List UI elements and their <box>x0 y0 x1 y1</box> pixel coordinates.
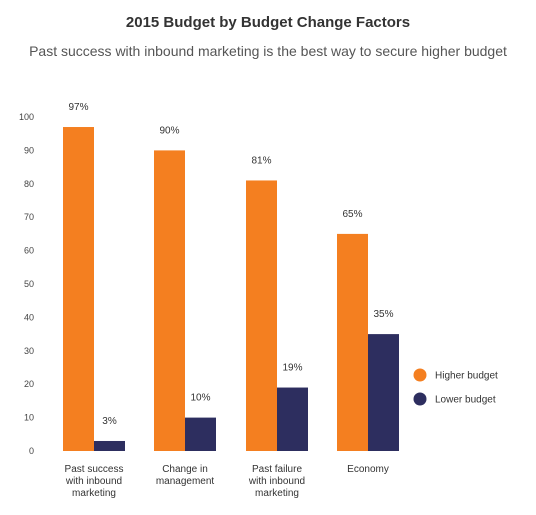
data-label: 10% <box>190 393 210 404</box>
category-label: Change in <box>162 464 208 475</box>
data-label: 3% <box>102 416 117 427</box>
y-tick-label: 0 <box>29 446 34 456</box>
category-label: Past success <box>65 464 124 475</box>
category-label: marketing <box>255 488 299 499</box>
legend-marker-higher <box>413 368 427 382</box>
y-tick-label: 90 <box>24 145 34 155</box>
chart-subtitle: Past success with inbound marketing is t… <box>29 43 507 59</box>
bar-lower-budget <box>94 440 125 451</box>
bar-lower-budget <box>368 334 399 451</box>
y-tick-label: 70 <box>24 212 34 222</box>
category-label: marketing <box>72 488 116 499</box>
bar-higher-budget <box>63 127 94 452</box>
y-tick-label: 50 <box>24 279 34 289</box>
y-tick-label: 80 <box>24 179 34 189</box>
category-label: Past failure <box>252 464 302 475</box>
data-label: 97% <box>68 102 88 113</box>
bar-higher-budget <box>246 180 277 451</box>
legend-label: Higher budget <box>435 371 498 382</box>
chart-title: 2015 Budget by Budget Change Factors <box>125 14 411 31</box>
bar-lower-budget <box>185 417 216 451</box>
category-label: management <box>156 476 215 487</box>
y-tick-label: 60 <box>24 246 34 256</box>
category-label: Economy <box>347 464 389 475</box>
legend-label: Lower budget <box>435 395 496 406</box>
y-tick-label: 10 <box>24 413 34 423</box>
category-label: with inbound <box>65 476 122 487</box>
legend-marker-lower <box>413 392 427 406</box>
y-tick-label: 30 <box>24 346 34 356</box>
bar-higher-budget <box>337 233 368 451</box>
y-tick-label: 100 <box>19 112 34 122</box>
data-label: 81% <box>251 155 271 166</box>
bar-higher-budget <box>154 150 185 451</box>
bar-lower-budget <box>277 387 308 451</box>
data-label: 65% <box>342 209 362 220</box>
data-label: 19% <box>282 363 302 374</box>
data-label: 35% <box>373 309 393 320</box>
category-label: with inbound <box>248 476 305 487</box>
y-tick-label: 20 <box>24 379 34 389</box>
y-tick-label: 40 <box>24 312 34 322</box>
data-label: 90% <box>159 125 179 136</box>
